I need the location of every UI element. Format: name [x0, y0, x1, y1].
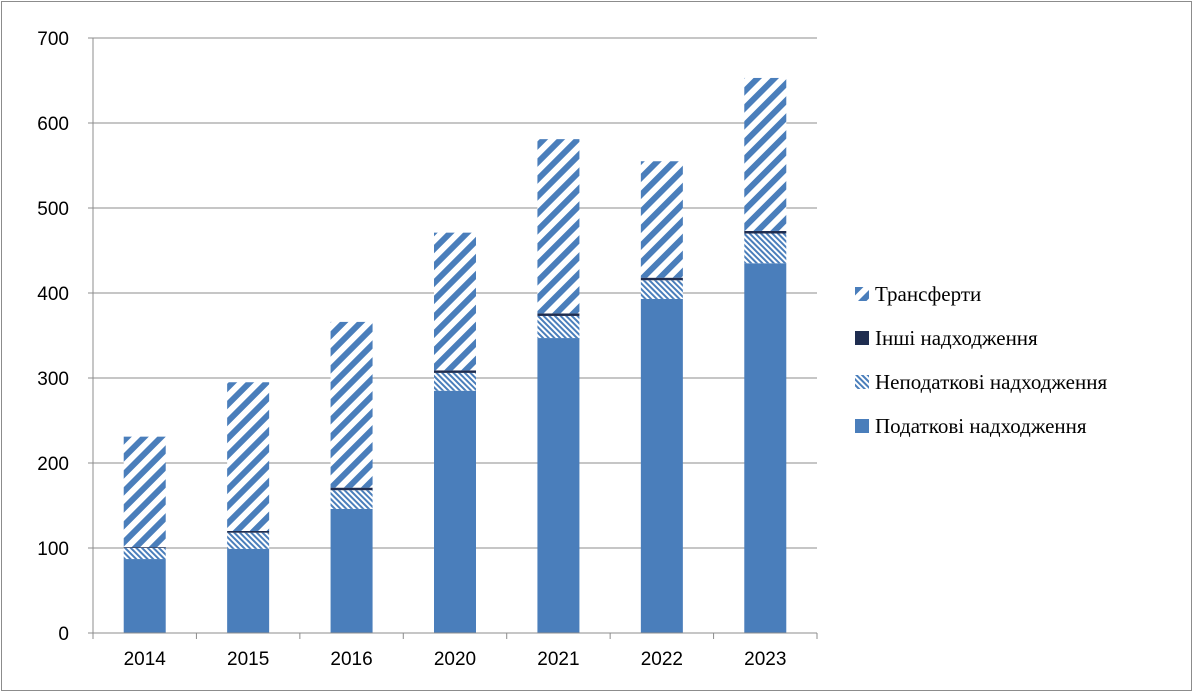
bar-segment-other-revenue — [537, 313, 580, 316]
bar-segment-tax-revenue — [434, 390, 476, 633]
bar-segment-transfers — [227, 382, 270, 531]
bar-segment-other-revenue — [434, 370, 476, 373]
bar-segment-tax-revenue — [227, 548, 270, 633]
legend-swatch-transfers — [855, 287, 869, 301]
y-tick-label: 300 — [37, 369, 69, 390]
bar-segment-tax-revenue — [330, 508, 373, 633]
legend: Трансферти Інші надходження Неподаткові … — [855, 272, 1107, 448]
bar-segment-transfers — [744, 77, 787, 231]
bar-segment-tax-revenue — [640, 298, 683, 633]
y-tick-label: 400 — [37, 284, 69, 305]
x-tick-label: 2023 — [744, 649, 786, 670]
bar-segment-other-revenue — [744, 230, 787, 234]
bar-segment-nontax-revenue — [227, 532, 270, 549]
legend-swatch-nontax — [855, 375, 869, 389]
bar-segment-transfers — [330, 321, 373, 488]
legend-item-nontax: Неподаткові надходження — [855, 360, 1107, 404]
bar-segment-nontax-revenue — [123, 548, 166, 560]
x-tick-label: 2016 — [330, 649, 372, 670]
legend-item-transfers: Трансферти — [855, 272, 1107, 316]
legend-item-other: Інші надходження — [855, 316, 1107, 360]
bar-segment-tax-revenue — [744, 263, 787, 633]
bar-segment-other-revenue — [123, 547, 166, 548]
bar-segment-transfers — [537, 139, 580, 314]
x-tick-label: 2021 — [537, 649, 579, 670]
bar-segment-other-revenue — [640, 277, 683, 281]
y-tick-label: 200 — [37, 454, 69, 475]
bar-segment-transfers — [123, 436, 166, 548]
bar-segment-tax-revenue — [123, 559, 166, 633]
legend-swatch-other — [855, 331, 869, 345]
legend-label-other: Інші надходження — [875, 325, 1038, 350]
bar-segment-nontax-revenue — [434, 372, 476, 391]
x-tick-label: 2014 — [124, 649, 167, 670]
bars — [123, 77, 787, 633]
legend-label-transfers: Трансферти — [875, 281, 982, 306]
bar-segment-nontax-revenue — [744, 233, 787, 264]
y-tick-label: 100 — [37, 539, 69, 560]
bar-segment-nontax-revenue — [537, 315, 580, 339]
axes — [88, 37, 818, 639]
y-tick-label: 500 — [37, 199, 69, 220]
y-tick-label: 600 — [37, 114, 69, 135]
bar-segment-nontax-revenue — [640, 280, 683, 299]
tick-labels: 0 100 200 300 400 500 600 700 2014 2015 2016 2020 20… — [37, 29, 786, 670]
bar-segment-nontax-revenue — [330, 490, 373, 509]
x-tick-label: 2015 — [227, 649, 269, 670]
legend-swatch-tax — [855, 419, 869, 433]
y-tick-label: 700 — [37, 29, 69, 50]
x-tick-label: 2020 — [434, 649, 476, 670]
gridlines — [93, 37, 817, 549]
y-tick-label: 0 — [58, 624, 69, 645]
bar-segment-other-revenue — [227, 531, 270, 533]
legend-label-tax: Податкові надходження — [875, 413, 1087, 438]
bar-segment-transfers — [640, 161, 683, 278]
legend-label-nontax: Неподаткові надходження — [875, 369, 1108, 394]
bar-segment-other-revenue — [330, 487, 373, 491]
bar-segment-transfers — [434, 232, 476, 371]
x-tick-label: 2022 — [641, 649, 683, 670]
bar-segment-tax-revenue — [537, 338, 580, 633]
legend-item-tax: Податкові надходження — [855, 404, 1107, 448]
